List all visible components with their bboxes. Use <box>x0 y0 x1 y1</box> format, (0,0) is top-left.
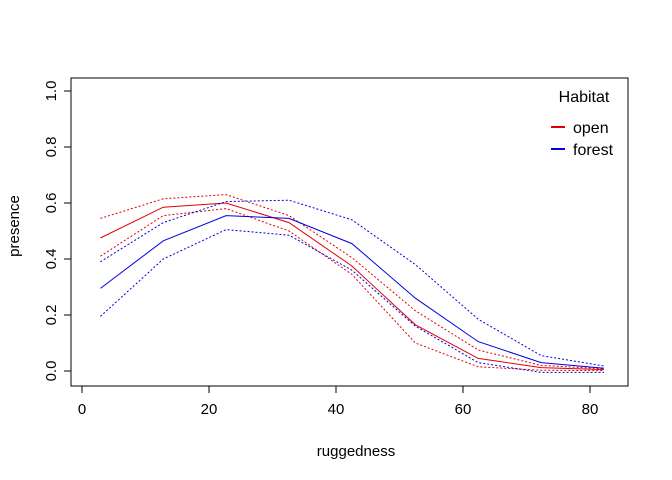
x-tick-label: 0 <box>78 401 86 418</box>
x-tick-label: 40 <box>328 401 345 418</box>
y-tick-label: 0.8 <box>43 137 60 158</box>
y-tick-label: 0.0 <box>43 361 60 382</box>
series-open-lower-line <box>100 208 605 372</box>
x-tick-label: 60 <box>455 401 472 418</box>
legend-title: Habitat <box>559 89 610 106</box>
plot-box <box>70 77 629 387</box>
x-tick-label: 20 <box>201 401 218 418</box>
series-forest-mean-line <box>100 215 605 369</box>
series-forest-upper-line <box>100 199 605 367</box>
x-axis-label: ruggedness <box>317 443 395 460</box>
y-axis-label: presence <box>6 195 23 257</box>
legend-label-forest: forest <box>573 142 614 159</box>
series-lines <box>100 194 605 373</box>
y-tick-label: 0.4 <box>43 249 60 270</box>
y-axis: 0.0 0.2 0.4 0.6 0.8 1.0 <box>43 81 72 382</box>
y-tick-label: 0.2 <box>43 305 60 326</box>
series-open-upper-line <box>100 194 605 370</box>
y-tick-label: 0.6 <box>43 193 60 214</box>
legend-label-open: open <box>573 120 609 137</box>
legend: Habitat open forest <box>551 89 614 159</box>
series-open-mean-line <box>100 202 605 371</box>
y-tick-label: 1.0 <box>43 81 60 102</box>
series-forest-lower-line <box>100 229 604 373</box>
x-tick-label: 80 <box>582 401 599 418</box>
x-axis: 0 20 40 60 80 <box>78 385 599 418</box>
